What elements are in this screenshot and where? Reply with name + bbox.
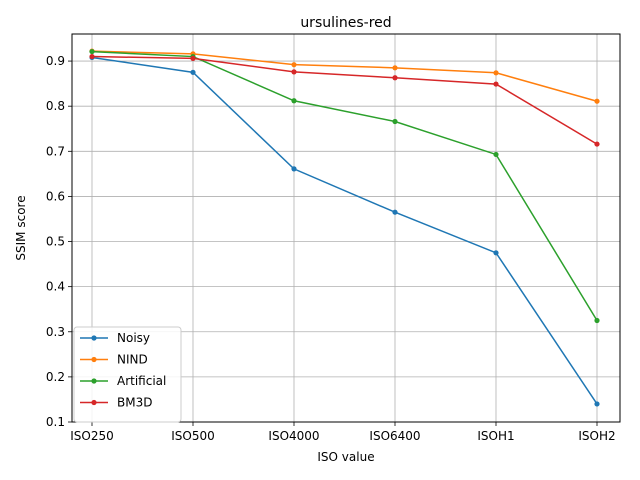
y-axis-label: SSIM score [14,195,28,260]
series-line-artificial [91,50,598,321]
x-tick-label: ISOH1 [477,429,514,443]
data-point-bm3d [392,75,398,81]
data-point-artificial [89,48,95,55]
plot-frame [71,33,621,423]
x-tick-label: ISO250 [70,429,114,443]
y-tick-label: 0.9 [46,54,65,68]
data-point-artificial [291,98,297,104]
data-point-noisy [190,69,196,75]
y-tick-label: 0.8 [46,99,65,113]
data-point-noisy [594,401,600,407]
x-tick-label: ISO4000 [268,429,319,443]
data-point-nind [392,65,398,71]
legend-label-artificial: Artificial [117,374,166,388]
y-tick-label: 0.3 [46,325,65,339]
series-line-nind [91,50,598,102]
x-axis-label: ISO value [317,450,374,464]
x-tick-label: ISO500 [171,429,215,443]
data-point-noisy [291,166,297,172]
y-tick-label: 0.1 [46,415,65,429]
data-point-nind [291,62,297,68]
y-tick-label: 0.2 [46,370,65,384]
series-line-noisy [91,56,598,405]
y-tick-label: 0.5 [46,235,65,249]
data-point-noisy [493,250,499,256]
chart-title: ursulines-red [300,15,391,31]
legend: Noisy NIND Artificial BM3D [73,326,182,423]
data-point-artificial [392,118,398,125]
data-point-bm3d [594,141,600,147]
legend-marker-bm3d [91,399,97,406]
plot-series [89,48,600,407]
data-point-noisy [392,209,398,215]
legend-marker-nind [91,356,97,363]
x-tick-label: ISOH2 [578,429,615,443]
legend-label-noisy: Noisy [117,331,150,345]
data-point-bm3d [291,69,297,75]
legend-label-nind: NIND [117,353,148,367]
legend-marker-noisy [91,335,97,341]
y-tick-label: 0.6 [46,189,65,203]
y-tick-label: 0.4 [46,280,65,294]
data-point-artificial [594,317,600,324]
x-tick-label: ISO6400 [369,429,420,443]
axes: ISO250 ISO500 ISO4000 ISO6400 ISOH1 ISOH2 0.1 0… [46,54,616,443]
legend-label-bm3d: BM3D [117,396,152,410]
legend-box [73,326,182,423]
data-point-bm3d [190,55,196,61]
series-line-bm3d [91,55,598,145]
data-point-bm3d [89,53,95,60]
data-point-nind [493,70,499,76]
data-point-bm3d [493,81,499,87]
data-point-nind [594,98,600,104]
legend-marker-artificial [91,378,97,384]
y-tick-label: 0.7 [46,144,65,158]
data-point-artificial [493,151,499,158]
